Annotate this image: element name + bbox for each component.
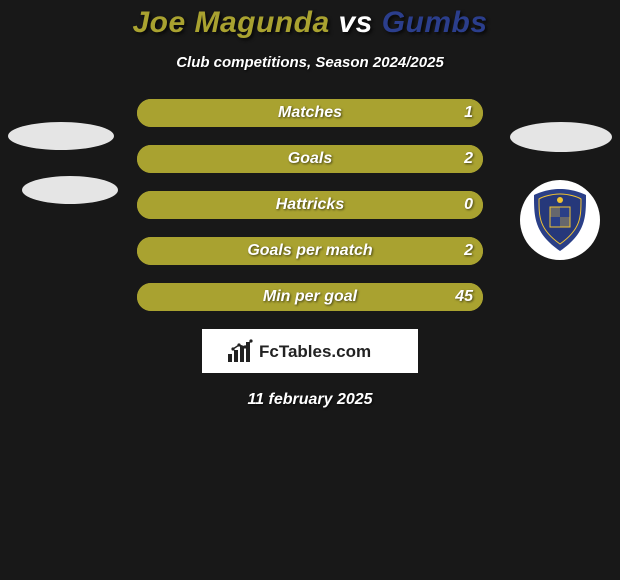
stat-label: Hattricks xyxy=(137,191,483,219)
subtitle: Club competitions, Season 2024/2025 xyxy=(0,54,620,71)
stat-value-right: 2 xyxy=(464,237,473,265)
logo-text: FcTables.com xyxy=(259,342,371,361)
fctables-logo-icon: FcTables.com xyxy=(225,336,395,366)
stat-value-right: 0 xyxy=(464,191,473,219)
stat-row: Matches1 xyxy=(137,99,483,127)
stat-label: Goals xyxy=(137,145,483,173)
stat-row: Min per goal45 xyxy=(137,283,483,311)
stat-value-right: 1 xyxy=(464,99,473,127)
stat-label: Goals per match xyxy=(137,237,483,265)
player1-image-placeholder xyxy=(8,122,114,150)
stat-value-right: 45 xyxy=(455,283,473,311)
player1-club-placeholder xyxy=(22,176,118,204)
page-title: Joe Magunda vs Gumbs xyxy=(0,6,620,40)
player1-name: Joe Magunda xyxy=(132,6,329,39)
date-text: 11 february 2025 xyxy=(0,391,620,409)
stat-rows: Matches1Goals2Hattricks0Goals per match2… xyxy=(137,99,483,311)
fctables-logo: FcTables.com xyxy=(202,329,418,373)
shield-icon xyxy=(530,187,590,253)
stat-label: Matches xyxy=(137,99,483,127)
stat-label: Min per goal xyxy=(137,283,483,311)
stat-row: Goals2 xyxy=(137,145,483,173)
player2-name: Gumbs xyxy=(382,6,488,39)
vs-text: vs xyxy=(330,6,382,39)
stats-card: Joe Magunda vs Gumbs Club competitions, … xyxy=(0,0,620,580)
player2-club-crest xyxy=(520,180,600,260)
stat-value-right: 2 xyxy=(464,145,473,173)
stat-row: Hattricks0 xyxy=(137,191,483,219)
player2-image-placeholder xyxy=(510,122,612,152)
stat-row: Goals per match2 xyxy=(137,237,483,265)
